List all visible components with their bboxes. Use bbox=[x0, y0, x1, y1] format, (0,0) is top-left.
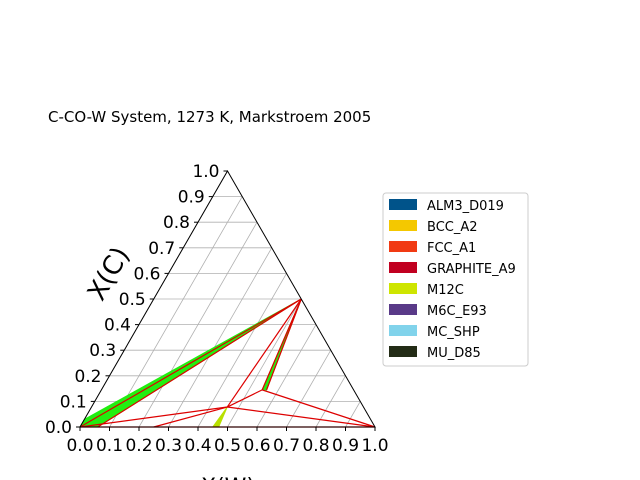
y-tick-label: 0.1 bbox=[60, 392, 87, 412]
legend-swatch bbox=[389, 220, 417, 231]
legend-swatch bbox=[389, 325, 417, 336]
y-tick-label: 0.2 bbox=[74, 367, 101, 387]
grid-line bbox=[345, 401, 361, 428]
y-tick-label: 0.7 bbox=[148, 239, 175, 259]
legend-swatch bbox=[389, 304, 417, 315]
tie-line bbox=[261, 298, 302, 391]
tie-line bbox=[226, 298, 302, 408]
grid-line bbox=[138, 222, 258, 428]
chart-title: C-CO-W System, 1273 K, Markstroem 2005 bbox=[48, 108, 371, 126]
legend-swatch bbox=[389, 346, 417, 357]
x-tick-label: 0.6 bbox=[243, 436, 270, 456]
tie-line bbox=[79, 406, 228, 428]
legend-swatch bbox=[389, 199, 417, 210]
grid-line bbox=[227, 298, 302, 428]
y-tick-label: 0.5 bbox=[119, 290, 146, 310]
x-tick-label: 0.1 bbox=[96, 436, 123, 456]
tie-line bbox=[261, 389, 376, 428]
tie-line bbox=[226, 389, 263, 408]
legend-swatch bbox=[389, 241, 417, 252]
x-tick-label: 0.5 bbox=[214, 436, 241, 456]
x-tick-label: 0.9 bbox=[332, 436, 359, 456]
legend-label: MC_SHP bbox=[427, 325, 480, 340]
y-tick-label: 0.6 bbox=[133, 264, 160, 284]
legend-swatch bbox=[389, 283, 417, 294]
legend-label: M12C bbox=[427, 283, 464, 298]
grid-line bbox=[197, 273, 287, 428]
grid-line bbox=[256, 324, 317, 428]
legend-label: FCC_A1 bbox=[427, 241, 476, 256]
x-tick-label: 0.8 bbox=[302, 436, 329, 456]
y-tick-label: 0.3 bbox=[89, 341, 116, 361]
tie-line bbox=[227, 406, 376, 428]
x-tick-label: 0.0 bbox=[66, 436, 93, 456]
grid-line bbox=[315, 375, 346, 428]
tie-line bbox=[79, 298, 302, 428]
x-tick-label: 0.4 bbox=[184, 436, 211, 456]
legend-label: BCC_A2 bbox=[427, 220, 478, 235]
tie-line bbox=[266, 298, 302, 391]
y-tick-label: 0.4 bbox=[104, 316, 131, 336]
x-tick-label: 0.7 bbox=[273, 436, 300, 456]
x-axis-label: X(W) bbox=[201, 475, 255, 480]
legend-label: MU_D85 bbox=[427, 346, 481, 361]
grid-line bbox=[168, 247, 273, 428]
tie-line bbox=[97, 298, 302, 428]
x-tick-label: 1.0 bbox=[361, 436, 388, 456]
legend-label: GRAPHITE_A9 bbox=[427, 262, 516, 277]
y-tick-label: 0.9 bbox=[178, 188, 205, 208]
y-tick-label: 1.0 bbox=[192, 162, 219, 182]
legend-box bbox=[382, 192, 529, 367]
legend-swatch bbox=[389, 262, 417, 273]
grid-line bbox=[286, 350, 332, 428]
legend-label: ALM3_D019 bbox=[427, 199, 504, 214]
grid-line bbox=[109, 196, 243, 428]
x-tick-label: 0.3 bbox=[155, 436, 182, 456]
x-tick-label: 0.2 bbox=[125, 436, 152, 456]
legend-label: M6C_E93 bbox=[427, 304, 487, 319]
y-tick-label: 0.8 bbox=[163, 213, 190, 233]
y-tick-label: 0.0 bbox=[45, 418, 72, 438]
tie-line bbox=[153, 406, 228, 428]
